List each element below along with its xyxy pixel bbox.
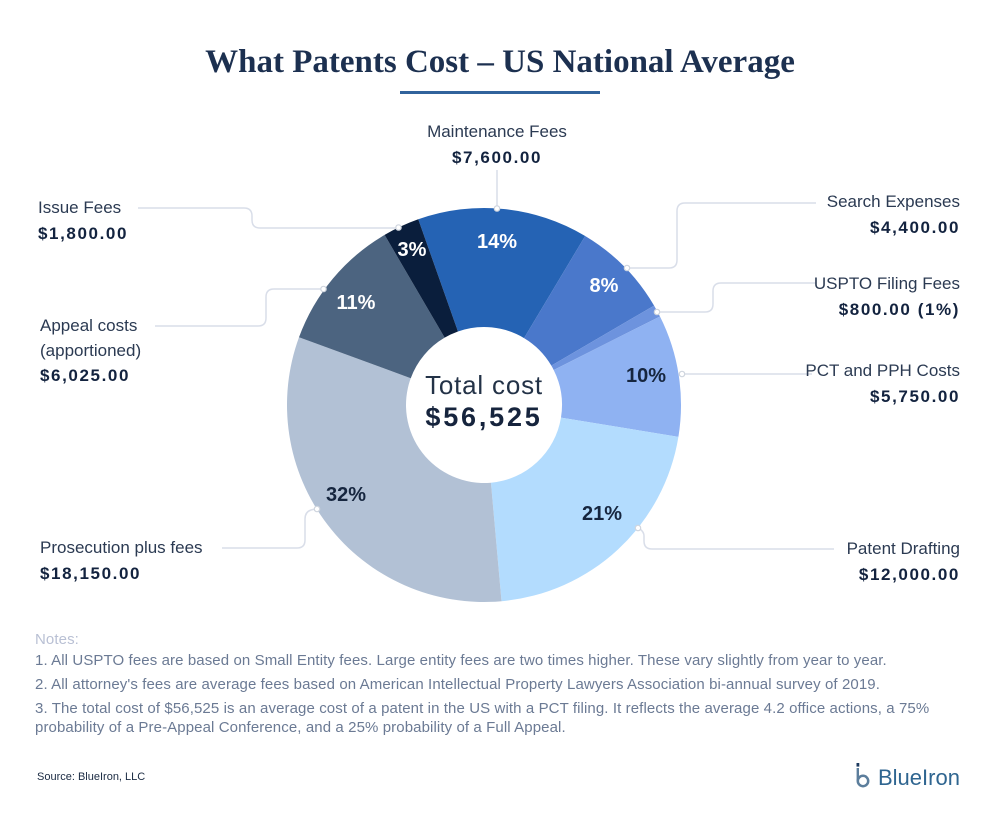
svg-text:11%: 11% (337, 292, 376, 314)
svg-text:BlueIron: BlueIron (878, 765, 960, 790)
svg-text:3%: 3% (398, 239, 427, 261)
svg-text:10%: 10% (626, 365, 666, 387)
svg-text:21%: 21% (582, 503, 622, 525)
svg-text:8%: 8% (590, 275, 619, 297)
svg-text:32%: 32% (326, 484, 366, 506)
svg-text:14%: 14% (477, 231, 517, 253)
